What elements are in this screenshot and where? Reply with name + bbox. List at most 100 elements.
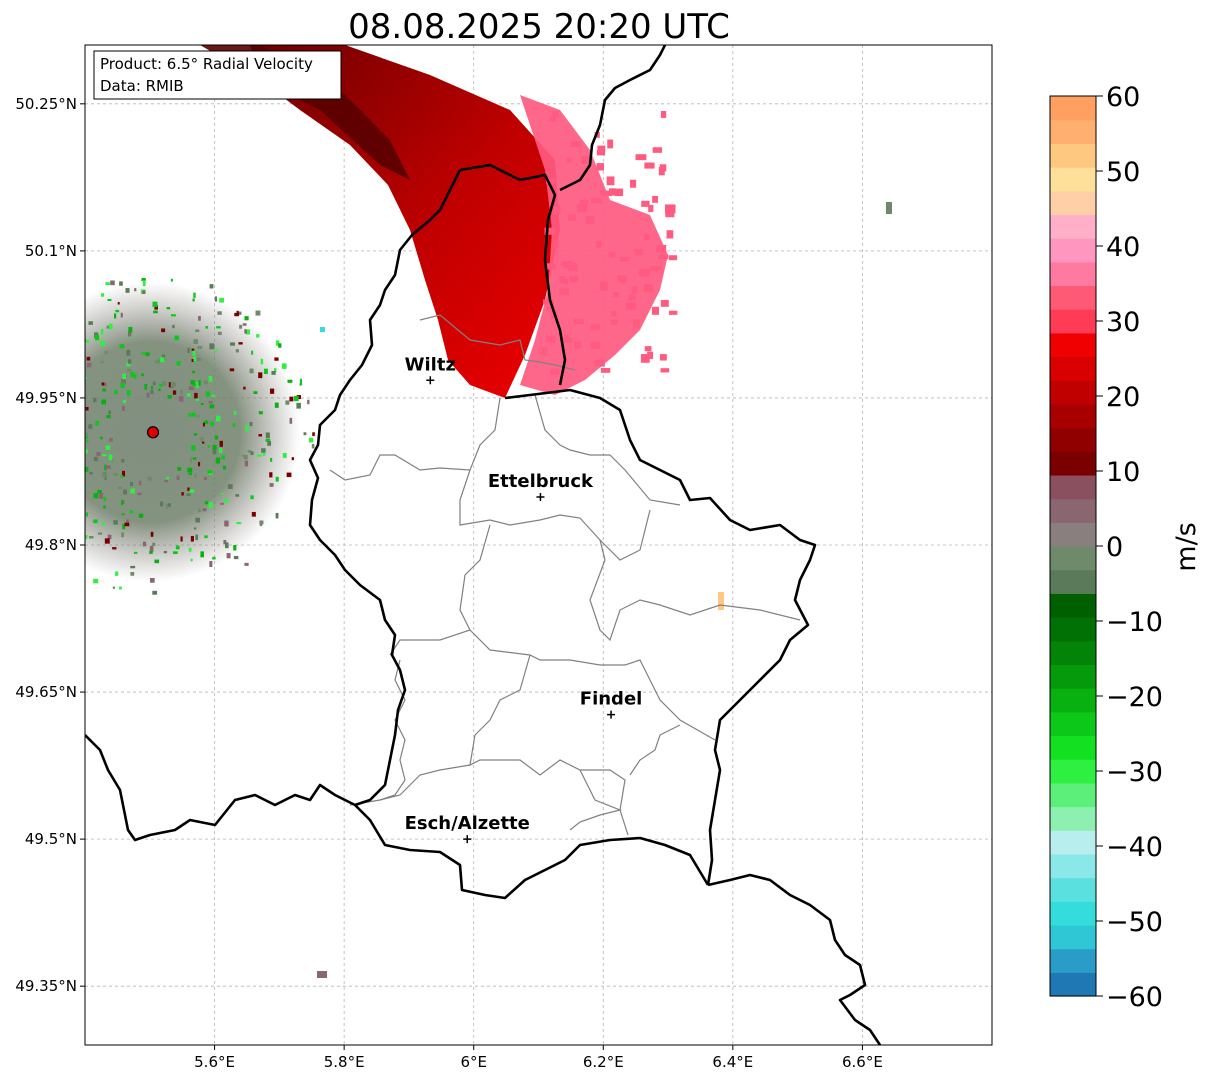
speckle-cell [197,346,203,349]
speckle-cell [287,379,293,383]
speckle-cell [115,571,119,576]
speckle-cell [289,417,293,424]
speckle-cell [0,425,3,431]
speckle-cell [122,524,126,530]
speckle-cell [596,163,605,171]
speckle-cell [196,357,202,362]
speckle-cell [568,214,577,221]
speckle-cell [219,297,224,303]
colorbar-segment [1050,664,1096,689]
colorbar-tick-label: 60 [1106,82,1140,113]
speckle-cell [103,496,107,502]
speckle-cell [2,436,6,441]
colorbar-tick-label: 50 [1106,157,1140,188]
speckle-cell [660,300,669,307]
city-marker [607,710,616,719]
speckle-cell [61,443,65,448]
speckle-cell [209,404,214,409]
speckle-cell [177,466,182,471]
speckle-cell [251,511,256,517]
speckle-cell [265,432,270,439]
speckle-cell [149,551,153,554]
colorbar-segment [1050,711,1096,737]
speckle-cell [107,298,112,302]
speckle-cell [192,370,196,374]
speckle-cell [196,414,200,418]
speckle-cell [574,341,581,349]
lat-tick-label: 49.95°N [15,389,77,407]
speckle-cell [163,550,167,554]
speckle-cell [48,434,52,439]
speckle-cell [44,520,47,524]
speckle-cell [100,436,103,440]
speckle-cell [559,275,566,284]
speckle-cell [594,359,605,367]
speckle-cell [275,512,279,519]
speckle-cell [69,353,73,356]
speckle-cell [634,249,644,256]
speckle-cell [244,562,249,566]
speckle-cell [188,472,192,476]
speckle-cell [546,335,556,343]
speckle-cell [150,578,155,583]
city-labels: Wiltz Ettelbruck Findel Esch/Alzette [405,354,642,844]
speckle-cell [274,402,279,408]
colorbar-segment [1050,948,1096,973]
speckle-cell [233,545,237,551]
speckle-cell [141,278,146,281]
colorbar-segment [1050,522,1096,547]
speckle-cell [192,457,197,460]
speckle-cell [121,532,124,538]
speckle-cell [659,354,667,361]
speckle-cell [97,489,102,494]
speckle-cell [200,436,204,442]
speckle-cell [142,290,146,294]
speckle-cell [597,145,606,152]
speckle-cell [614,188,624,197]
speckle-cell [236,310,239,315]
colorbar-tick-label: 30 [1106,307,1140,338]
speckle-cell [145,352,150,357]
speckle-cell [75,295,78,297]
speckle-cell [299,378,303,385]
speckle-cell [137,492,142,496]
speckle-cell [635,154,647,161]
colorbar-segment [1050,214,1096,239]
speckle-cell [152,381,156,386]
speckle-cell [192,298,195,302]
colorbar-tick-label: 20 [1106,382,1140,413]
speckle-cell [160,357,165,363]
speckle-cell [16,492,19,497]
speckle-cell [128,330,132,337]
speckle-cell [542,299,554,305]
speckle-cell [93,493,99,499]
speckle-cell [32,515,36,518]
colorbar-segment [1050,261,1096,287]
speckle-cell [189,457,193,463]
speckle-cell [88,424,93,429]
speckle-cell [204,535,208,539]
speckle-cell [202,422,205,427]
speckle-cell [563,333,570,343]
city-label: Ettelbruck [488,471,594,492]
speckle-cell [41,340,43,344]
speckle-cell [170,381,175,388]
speckle-cell [191,358,194,362]
speckle-cell [89,471,93,475]
speckle-cell [60,335,63,339]
speckle-cell [85,339,89,343]
near-radar-echo [85,282,300,582]
colorbar-segment [1050,640,1096,666]
speckle-cell [171,314,176,317]
speckle-cell [174,335,180,341]
speckle-cell [258,434,263,437]
info-source: Data: RMIB [100,77,184,95]
city-marker [536,492,545,501]
speckle-cell [600,190,610,195]
speckle-cell [550,368,560,375]
colorbar-tick-label: 40 [1106,232,1140,263]
speckle-cell [220,502,224,505]
speckle-cell [149,545,154,552]
speckle-cell [596,150,606,156]
